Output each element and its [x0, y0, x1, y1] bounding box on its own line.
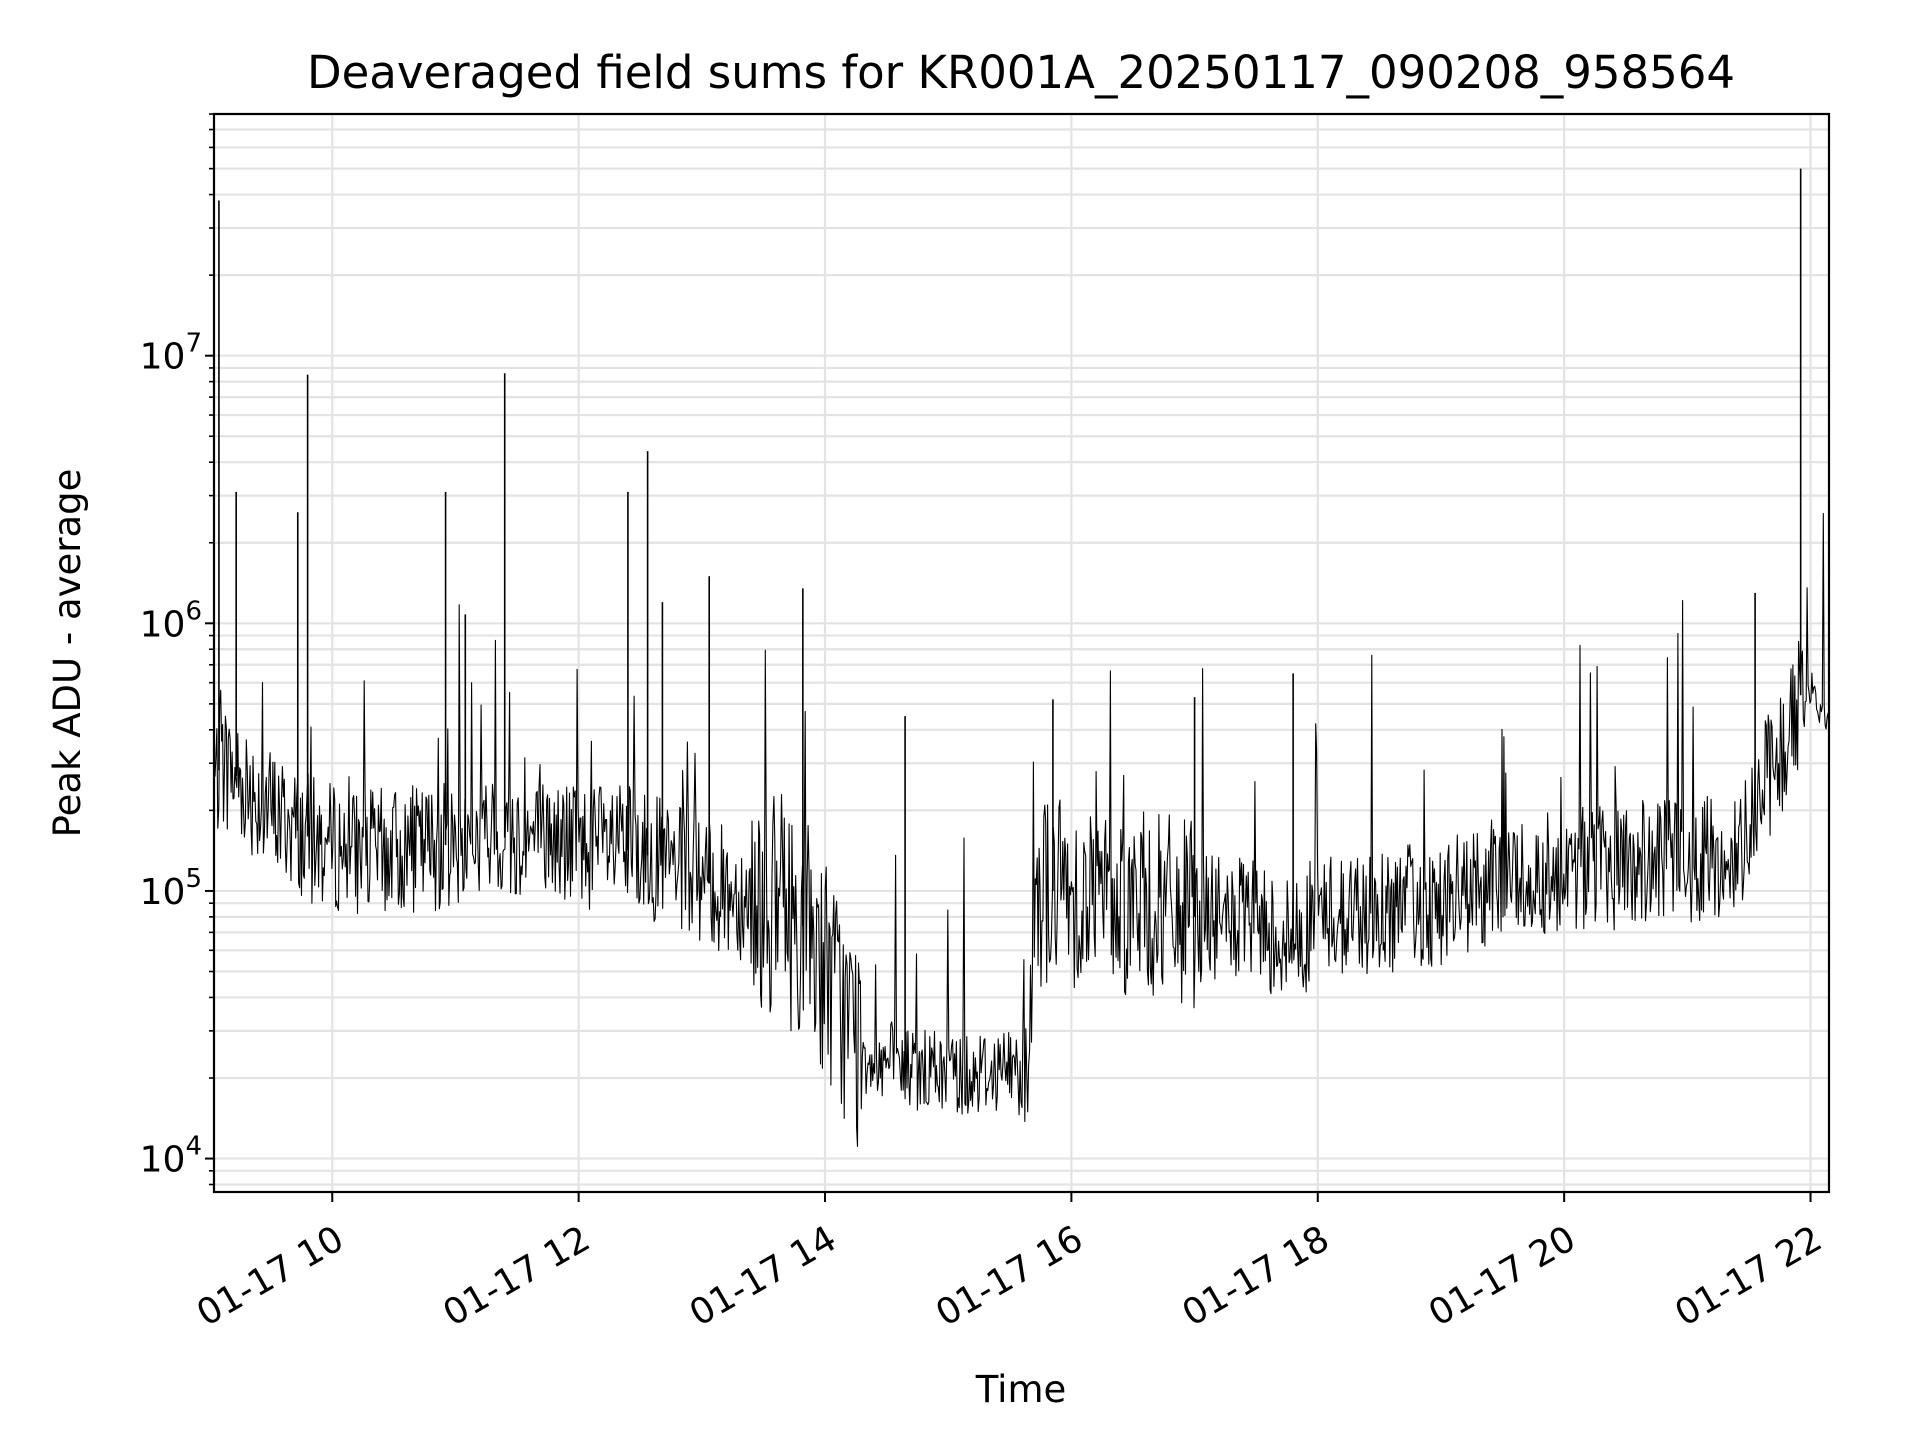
y-tick-label: 104: [140, 1132, 202, 1181]
x-axis-label: Time: [975, 1368, 1067, 1411]
plot-area: [212, 112, 1831, 1194]
plot-frame: [212, 112, 1831, 1194]
chart-title: Deaveraged field sums for KR001A_2025011…: [307, 46, 1735, 99]
plot-background: [214, 114, 1829, 1192]
y-tick-label: 105: [140, 864, 202, 913]
series-line: [213, 512, 1830, 1148]
series-group: [213, 168, 1830, 1148]
y-axis-label: Peak ADU - average: [46, 469, 89, 838]
y-tick-label: 106: [140, 596, 202, 645]
y-axis: 104 105 106 107: [140, 113, 214, 1186]
y-tick-label: 107: [140, 329, 202, 378]
